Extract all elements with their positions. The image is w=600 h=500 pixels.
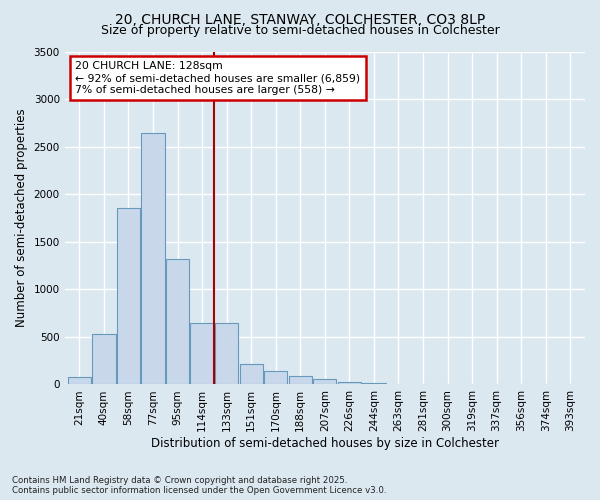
Bar [117, 208, 140, 384]
Text: Size of property relative to semi-detached houses in Colchester: Size of property relative to semi-detach… [101, 24, 499, 37]
Bar [264, 371, 287, 384]
Bar [239, 364, 263, 384]
Bar [289, 376, 312, 384]
Text: 20, CHURCH LANE, STANWAY, COLCHESTER, CO3 8LP: 20, CHURCH LANE, STANWAY, COLCHESTER, CO… [115, 12, 485, 26]
Bar [92, 334, 116, 384]
Bar [142, 134, 164, 384]
Bar [190, 322, 214, 384]
X-axis label: Distribution of semi-detached houses by size in Colchester: Distribution of semi-detached houses by … [151, 437, 499, 450]
Bar [338, 382, 361, 384]
Bar [68, 378, 91, 384]
Bar [215, 322, 238, 384]
Bar [362, 383, 386, 384]
Y-axis label: Number of semi-detached properties: Number of semi-detached properties [15, 108, 28, 328]
Bar [313, 379, 337, 384]
Bar [166, 259, 189, 384]
Text: Contains HM Land Registry data © Crown copyright and database right 2025.
Contai: Contains HM Land Registry data © Crown c… [12, 476, 386, 495]
Text: 20 CHURCH LANE: 128sqm
← 92% of semi-detached houses are smaller (6,859)
7% of s: 20 CHURCH LANE: 128sqm ← 92% of semi-det… [75, 62, 360, 94]
